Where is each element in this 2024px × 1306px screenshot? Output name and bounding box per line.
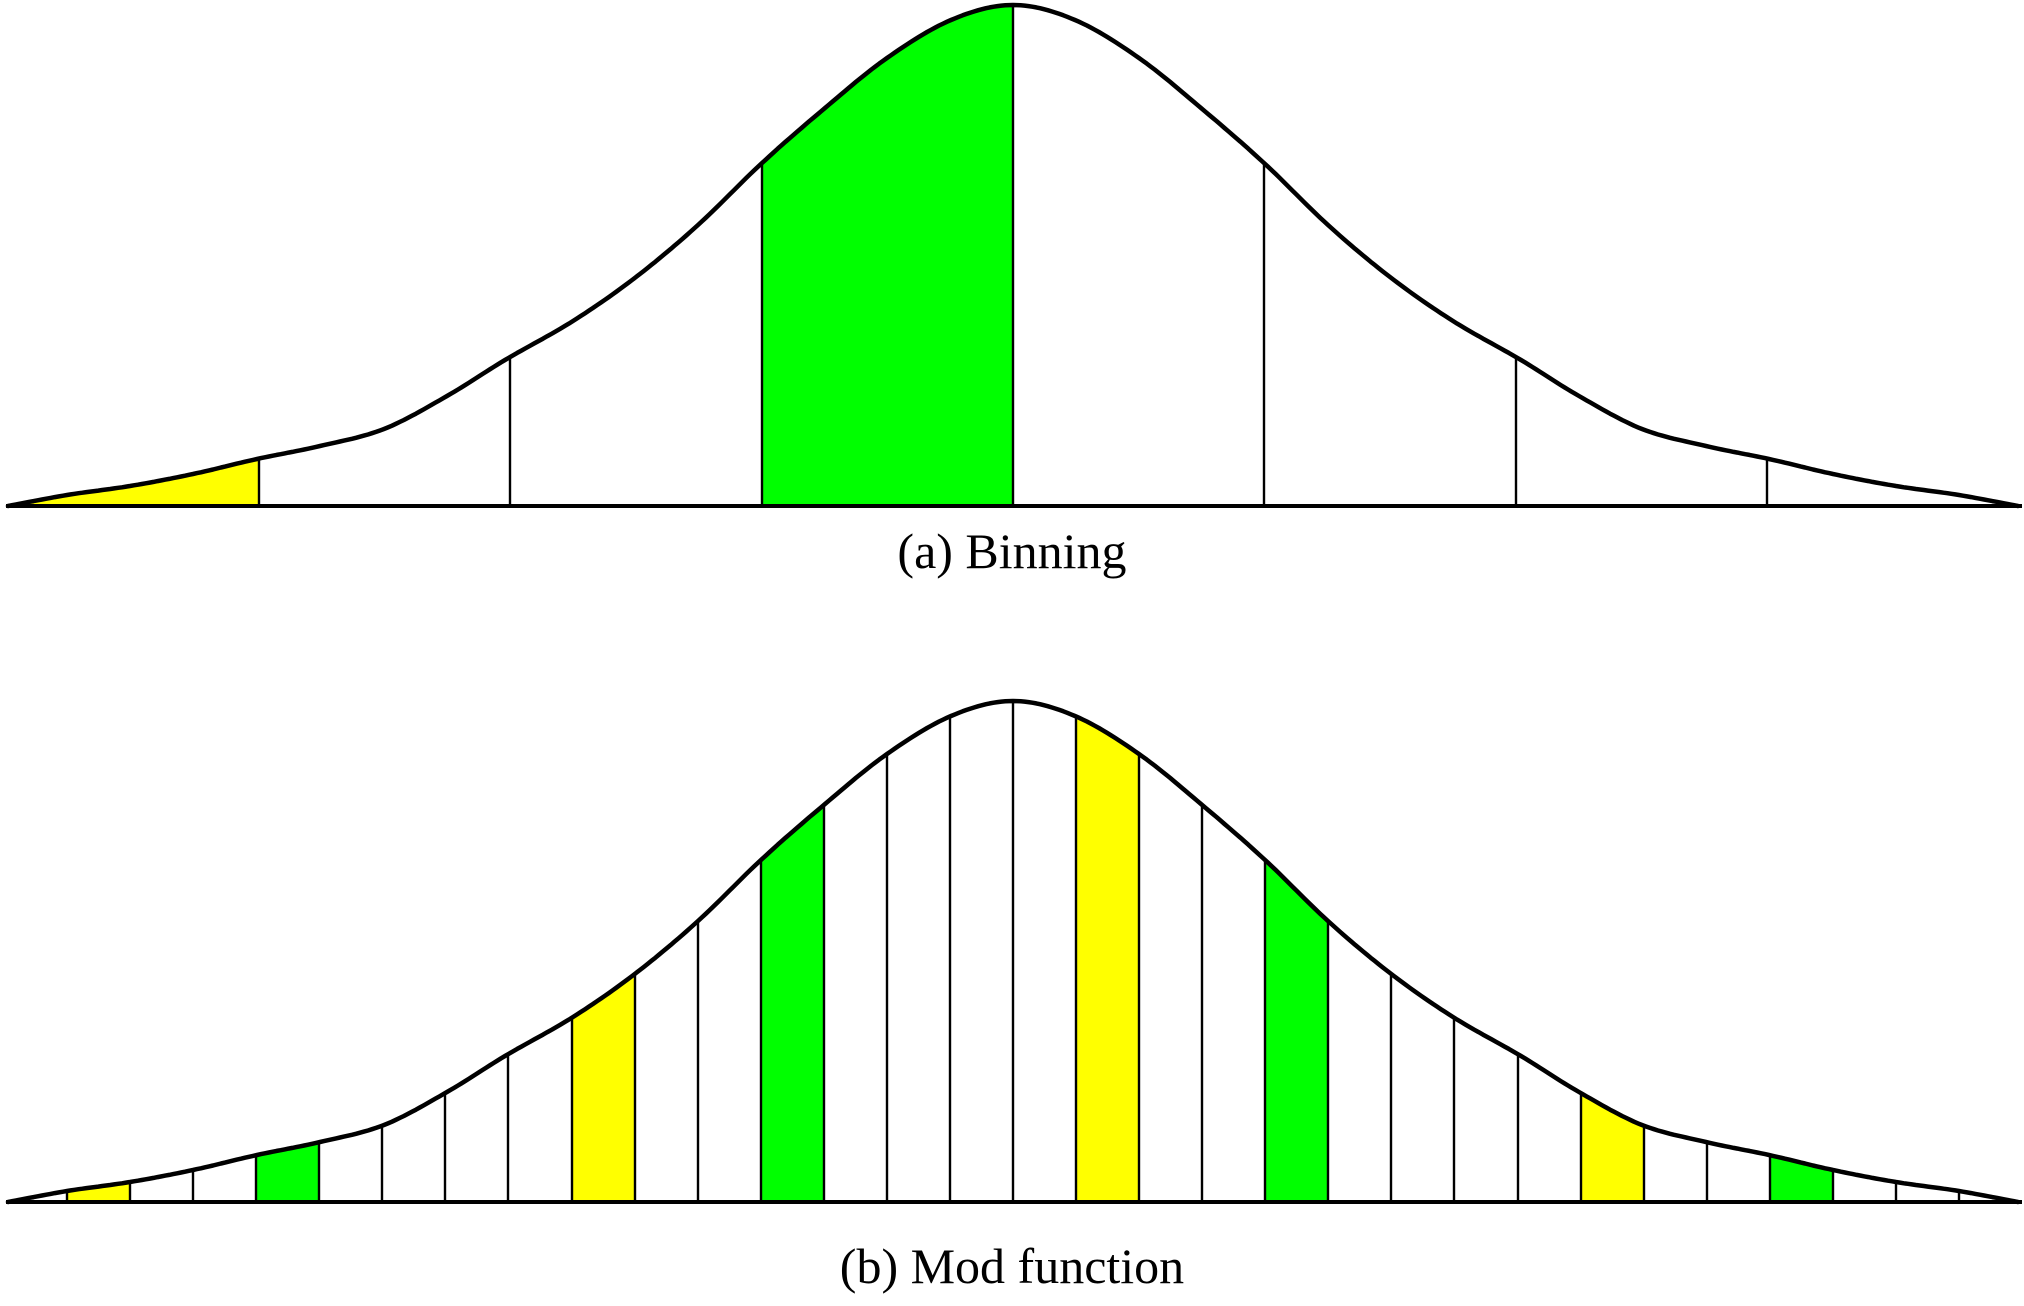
binning-panel — [5, 2, 2022, 509]
highlighted-bin-yellow — [1076, 716, 1139, 1202]
caption-binning: (a) Binning — [897, 523, 1127, 579]
highlighted-bin-green — [1265, 859, 1328, 1202]
highlighted-bin-green — [256, 1142, 319, 1202]
mod-function-panel — [5, 698, 2022, 1205]
distribution-curve — [5, 698, 2021, 1205]
highlighted-bin-yellow — [8, 458, 259, 506]
distribution-curve — [5, 2, 2021, 509]
highlighted-bin-green — [761, 804, 824, 1202]
highlighted-bin-yellow — [572, 973, 635, 1202]
highlighted-bin-green — [762, 5, 1013, 506]
caption-mod-function: (b) Mod function — [839, 1238, 1185, 1294]
highlighted-bin-yellow — [67, 1182, 130, 1202]
